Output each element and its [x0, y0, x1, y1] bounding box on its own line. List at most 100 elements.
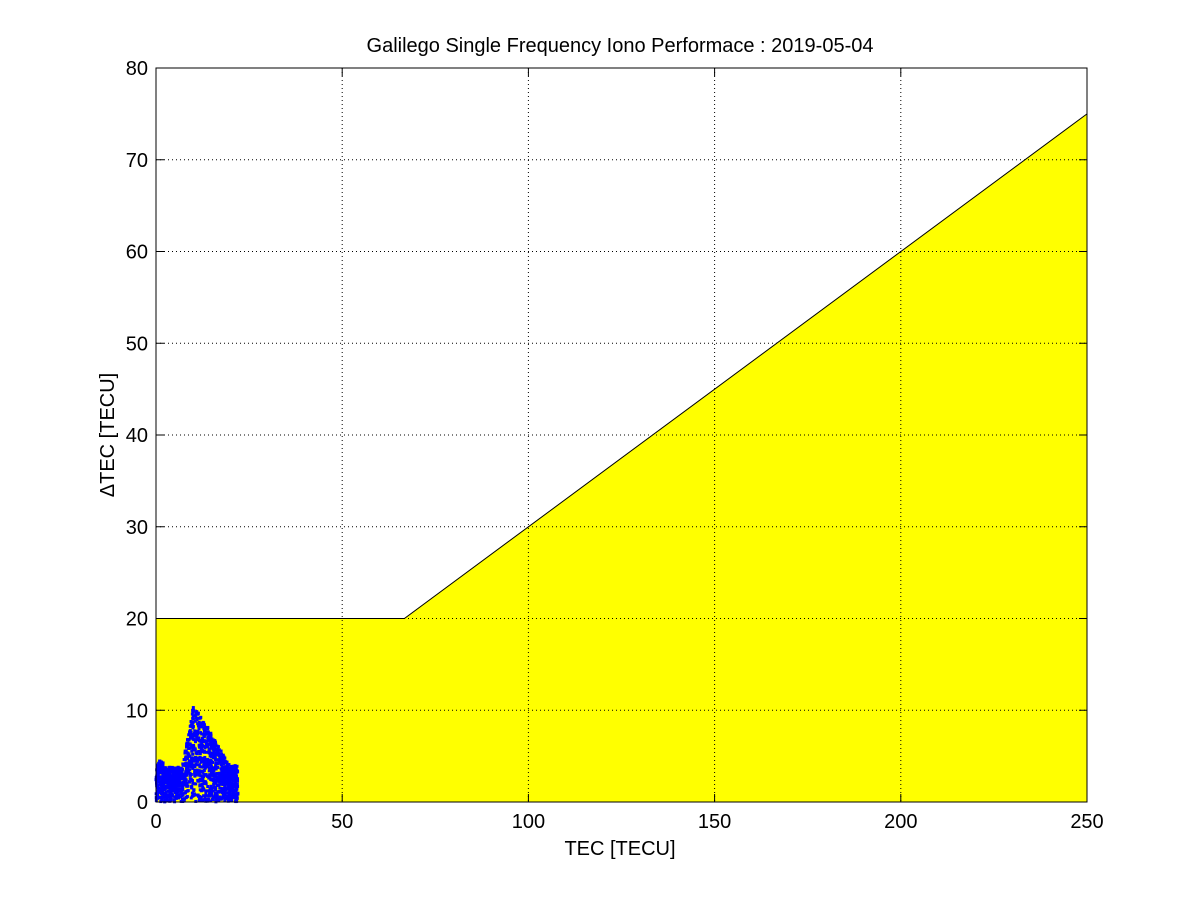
data-point [179, 776, 183, 780]
data-point [166, 789, 170, 793]
data-point [214, 767, 218, 771]
data-point [164, 776, 168, 780]
data-point [190, 712, 194, 716]
x-tick-label: 200 [884, 811, 917, 833]
data-point [179, 791, 183, 795]
data-point [203, 782, 207, 786]
data-point [170, 765, 174, 769]
data-point [220, 770, 224, 774]
data-point [224, 770, 228, 774]
data-point [235, 796, 239, 800]
data-point [232, 788, 236, 792]
data-point [217, 783, 221, 787]
data-point [200, 736, 204, 740]
data-point [159, 767, 163, 771]
data-point [170, 780, 174, 784]
data-point [184, 756, 188, 760]
data-point [170, 787, 174, 791]
data-point [198, 755, 202, 759]
data-point [224, 775, 228, 779]
data-point [203, 755, 207, 759]
data-point [190, 722, 194, 726]
data-point [207, 794, 211, 798]
data-point [162, 776, 166, 780]
data-point [197, 724, 201, 728]
data-point [161, 763, 165, 767]
data-point [195, 752, 199, 756]
data-point [199, 789, 203, 793]
data-point [191, 737, 195, 741]
y-tick-label: 80 [126, 58, 148, 80]
data-point [191, 766, 195, 770]
data-point [221, 782, 225, 786]
data-point [167, 769, 171, 773]
data-point [224, 791, 228, 795]
data-point [218, 796, 222, 800]
data-point [187, 762, 191, 766]
data-point [202, 768, 206, 772]
data-point [200, 782, 204, 786]
data-point [224, 788, 228, 792]
data-point [211, 766, 215, 770]
data-point [183, 758, 187, 762]
data-point [164, 769, 168, 773]
data-point [204, 757, 208, 761]
data-point [228, 779, 232, 783]
data-point [202, 794, 206, 798]
data-point [189, 772, 193, 776]
data-point [192, 731, 196, 735]
data-point [201, 765, 205, 769]
data-point [232, 785, 236, 789]
data-point [217, 752, 221, 756]
data-point [192, 743, 196, 747]
data-point [175, 769, 179, 773]
y-axis-ticks: 0 10 20 30 40 50 60 70 80 [126, 58, 1087, 814]
data-point [197, 763, 201, 767]
data-point [211, 798, 215, 802]
data-point [218, 777, 222, 781]
data-point [187, 753, 191, 757]
data-point [205, 732, 209, 736]
data-point [199, 715, 203, 719]
data-point [191, 706, 195, 710]
data-point [193, 719, 197, 723]
data-point [204, 791, 208, 795]
data-point [229, 784, 233, 788]
data-point [221, 781, 225, 785]
data-point [204, 742, 208, 746]
data-point [192, 789, 196, 793]
data-point [220, 796, 224, 800]
data-point [184, 780, 188, 784]
data-point [155, 768, 159, 772]
data-point [214, 788, 218, 792]
data-point [202, 750, 206, 754]
data-point [208, 758, 212, 762]
data-point [187, 780, 191, 784]
data-point [190, 791, 194, 795]
data-point [193, 771, 197, 775]
x-axis-ticks: 0 50 100 150 200 250 [150, 68, 1104, 833]
data-point [179, 795, 183, 799]
data-point [185, 765, 189, 769]
data-point [174, 785, 178, 789]
data-point [186, 751, 190, 755]
data-point [214, 761, 218, 765]
data-point [191, 720, 195, 724]
data-point [185, 742, 189, 746]
data-point [162, 773, 166, 777]
data-point [163, 798, 167, 802]
data-point [164, 790, 168, 794]
data-point [212, 769, 216, 773]
data-point [221, 760, 225, 764]
data-point [201, 798, 205, 802]
data-point [184, 767, 188, 771]
data-point [225, 779, 229, 783]
data-point [216, 747, 220, 751]
data-point [218, 786, 222, 790]
data-point [195, 732, 199, 736]
data-point [163, 774, 167, 778]
chart-title: Galilego Single Frequency Iono Performac… [367, 35, 874, 57]
data-point [207, 763, 211, 767]
data-point [169, 783, 173, 787]
data-point [208, 738, 212, 742]
